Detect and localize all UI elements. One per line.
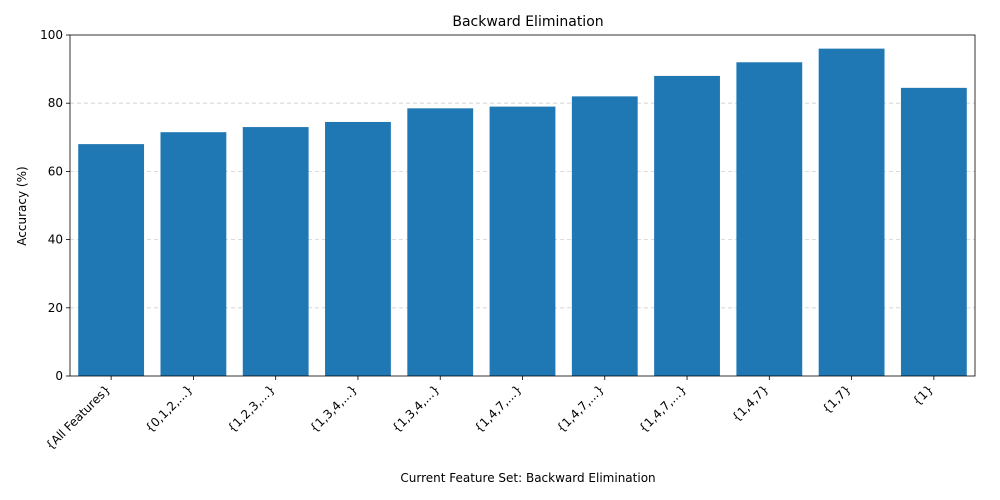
bar bbox=[407, 108, 474, 376]
y-tick-label: 40 bbox=[48, 233, 63, 247]
bar bbox=[242, 127, 309, 376]
y-axis-label: Accuracy (%) bbox=[15, 166, 29, 245]
x-tick-label: {1,4,7,...} bbox=[554, 382, 607, 435]
y-tick-label: 100 bbox=[40, 28, 63, 42]
bar bbox=[736, 62, 803, 376]
x-tick-label: {All Features} bbox=[43, 382, 113, 452]
bar bbox=[78, 144, 145, 376]
x-tick-label: {1,4,7,...} bbox=[472, 382, 525, 435]
bars bbox=[78, 48, 967, 377]
bar bbox=[489, 106, 556, 377]
x-tick-label: {1} bbox=[910, 382, 936, 408]
bar bbox=[900, 87, 967, 376]
x-ticks: {All Features} {0,1,2,...} {1,2,3,...} {1,3… bbox=[43, 376, 936, 453]
x-tick-label: {1,3,4,...} bbox=[307, 382, 360, 435]
bar bbox=[160, 132, 227, 376]
y-tick-label: 0 bbox=[55, 369, 63, 383]
bar bbox=[654, 75, 720, 377]
bar bbox=[325, 121, 391, 376]
x-tick-label: {1,2,3,...} bbox=[225, 382, 278, 435]
bar bbox=[571, 96, 638, 376]
x-tick-label: {1,3,4,...} bbox=[389, 382, 442, 435]
chart-title: Backward Elimination bbox=[452, 14, 603, 30]
y-ticks: 0 20 40 60 80 100 bbox=[40, 28, 70, 383]
bar bbox=[818, 48, 885, 376]
x-tick-label: {1,4,7} bbox=[729, 382, 771, 424]
x-tick-label: {1,4,7,...} bbox=[636, 382, 689, 435]
y-tick-label: 80 bbox=[48, 96, 63, 110]
x-tick-label: {1,7} bbox=[820, 382, 854, 416]
x-tick-label: {0,1,2,...} bbox=[142, 382, 195, 435]
y-tick-label: 20 bbox=[48, 301, 63, 315]
y-tick-label: 60 bbox=[48, 164, 63, 178]
x-axis-label: Current Feature Set: Backward Eliminatio… bbox=[400, 471, 655, 485]
